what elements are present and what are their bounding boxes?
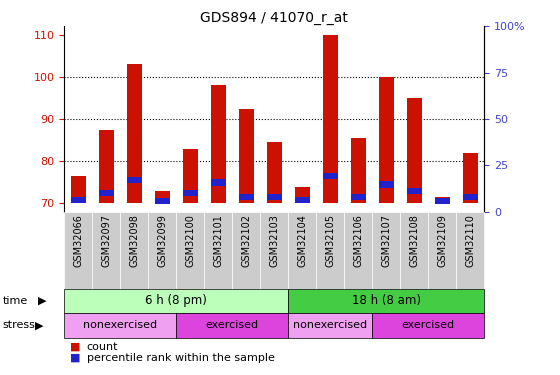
Bar: [127, 177, 142, 183]
Text: GSM32105: GSM32105: [325, 214, 335, 267]
Bar: [148, 212, 176, 289]
Bar: [99, 190, 114, 196]
Bar: [463, 194, 478, 200]
Text: GSM32099: GSM32099: [157, 214, 167, 267]
Text: 18 h (8 am): 18 h (8 am): [352, 294, 421, 307]
Bar: [435, 198, 450, 204]
Text: ▶: ▶: [38, 296, 46, 306]
Bar: [435, 197, 450, 203]
Text: GSM32104: GSM32104: [297, 214, 307, 267]
Bar: [239, 194, 254, 200]
Text: exercised: exercised: [402, 320, 455, 330]
Bar: [372, 212, 400, 289]
Text: percentile rank within the sample: percentile rank within the sample: [87, 353, 274, 363]
Text: GSM32066: GSM32066: [73, 214, 83, 267]
Bar: [344, 212, 372, 289]
Text: GSM32108: GSM32108: [409, 214, 419, 267]
Bar: [351, 138, 366, 203]
Bar: [71, 197, 86, 203]
Bar: [183, 190, 198, 196]
Bar: [260, 212, 288, 289]
Bar: [211, 86, 226, 203]
Text: nonexercised: nonexercised: [83, 320, 157, 330]
Bar: [92, 212, 120, 289]
Bar: [127, 64, 142, 203]
Bar: [64, 313, 176, 338]
Text: GSM32101: GSM32101: [213, 214, 223, 267]
Bar: [316, 212, 344, 289]
Text: GDS894 / 41070_r_at: GDS894 / 41070_r_at: [200, 11, 348, 25]
Bar: [407, 188, 422, 194]
Bar: [379, 77, 394, 203]
Bar: [232, 212, 260, 289]
Bar: [400, 212, 428, 289]
Text: GSM32097: GSM32097: [101, 214, 111, 267]
Text: GSM32110: GSM32110: [465, 214, 475, 267]
Text: GSM32107: GSM32107: [381, 214, 391, 267]
Bar: [323, 35, 338, 203]
Bar: [295, 197, 310, 203]
Text: GSM32102: GSM32102: [241, 214, 251, 267]
Bar: [372, 313, 484, 338]
Bar: [288, 212, 316, 289]
Text: stress: stress: [3, 320, 36, 330]
Bar: [239, 108, 254, 203]
Bar: [463, 153, 478, 203]
Bar: [211, 179, 226, 186]
Bar: [176, 212, 204, 289]
Text: exercised: exercised: [206, 320, 259, 330]
Bar: [456, 212, 484, 289]
Bar: [288, 289, 484, 313]
Bar: [323, 173, 338, 179]
Bar: [428, 212, 456, 289]
Text: GSM32103: GSM32103: [269, 214, 279, 267]
Bar: [295, 187, 310, 203]
Text: ■: ■: [70, 342, 81, 352]
Bar: [288, 313, 372, 338]
Text: nonexercised: nonexercised: [293, 320, 367, 330]
Bar: [64, 212, 92, 289]
Text: GSM32106: GSM32106: [353, 214, 363, 267]
Text: ■: ■: [70, 353, 81, 363]
Bar: [204, 212, 232, 289]
Text: count: count: [87, 342, 118, 352]
Bar: [176, 313, 288, 338]
Bar: [379, 181, 394, 188]
Bar: [71, 176, 86, 203]
Bar: [267, 142, 282, 203]
Bar: [64, 289, 288, 313]
Bar: [351, 194, 366, 200]
Text: time: time: [3, 296, 28, 306]
Bar: [99, 130, 114, 203]
Text: GSM32098: GSM32098: [129, 214, 139, 267]
Bar: [155, 191, 170, 203]
Bar: [155, 198, 170, 204]
Bar: [183, 148, 198, 203]
Text: ▶: ▶: [35, 320, 43, 330]
Text: GSM32109: GSM32109: [437, 214, 447, 267]
Text: 6 h (8 pm): 6 h (8 pm): [146, 294, 207, 307]
Text: GSM32100: GSM32100: [185, 214, 195, 267]
Bar: [120, 212, 148, 289]
Bar: [407, 98, 422, 203]
Bar: [267, 194, 282, 200]
